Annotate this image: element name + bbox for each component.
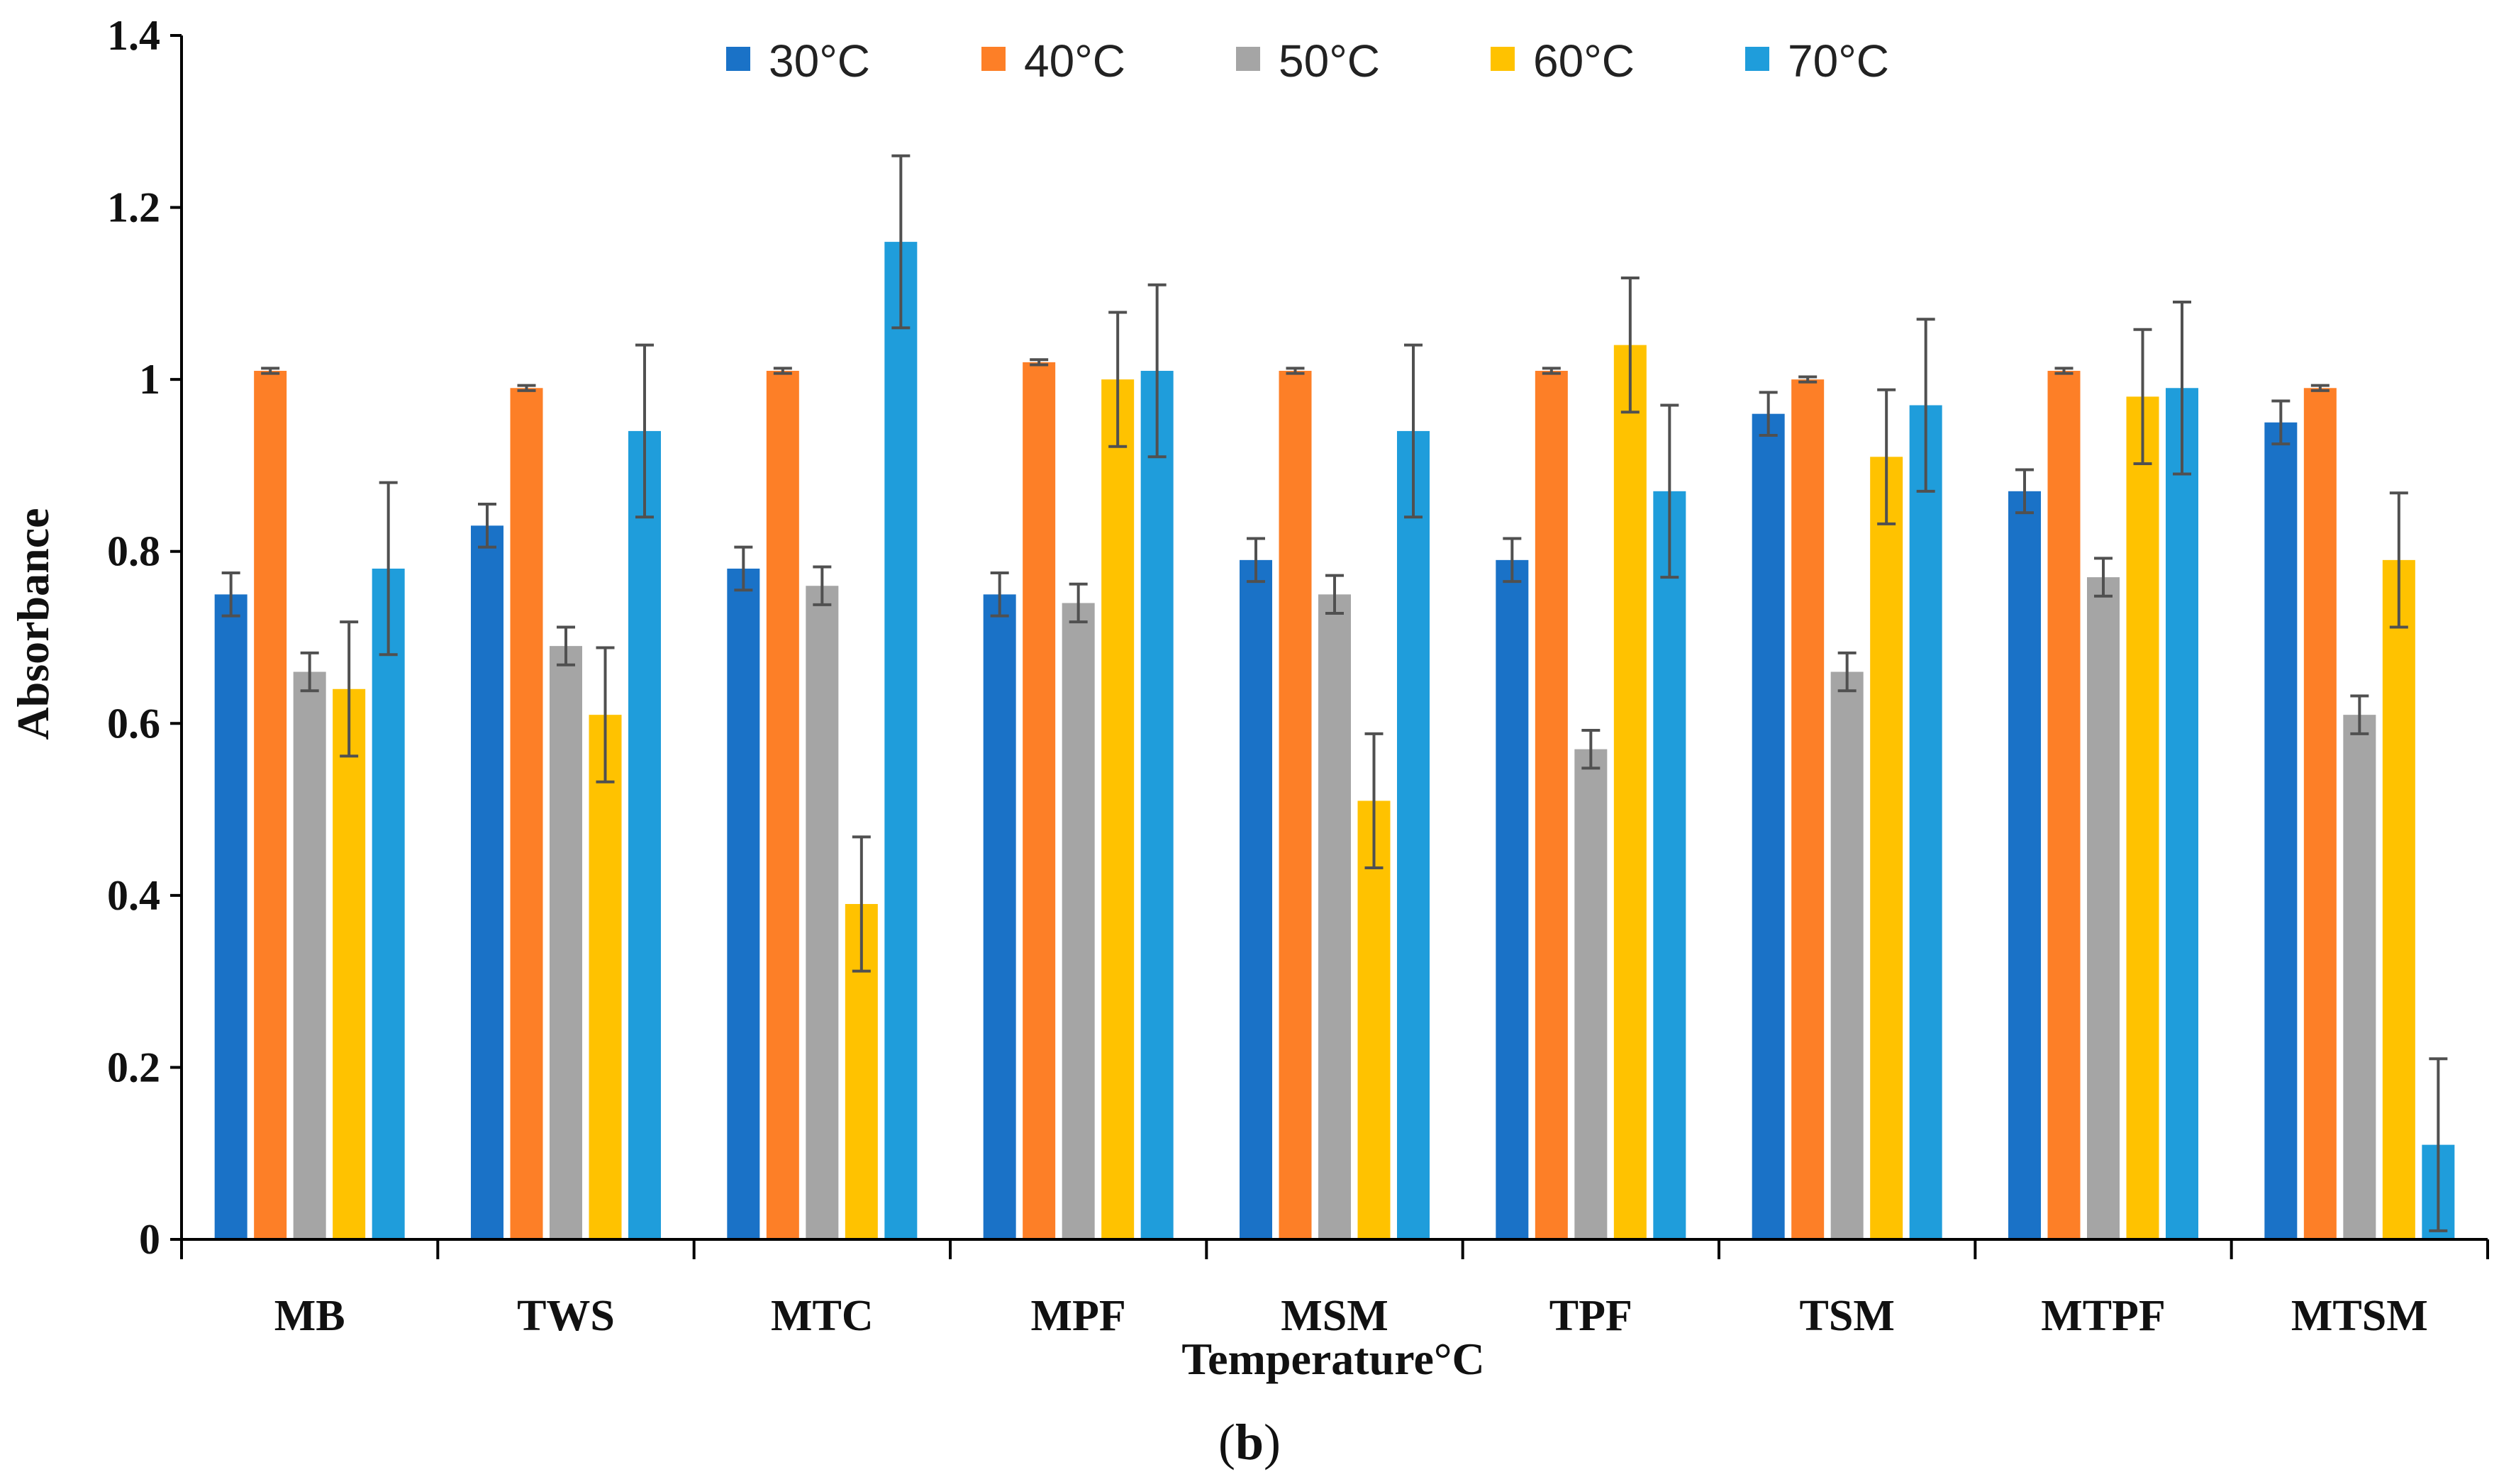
bar: [293, 671, 326, 1239]
legend-swatch: [1236, 47, 1260, 71]
bar: [471, 525, 503, 1239]
x-category-label: MSM: [1281, 1292, 1388, 1340]
legend-label: 60°C: [1533, 35, 1635, 87]
x-category-label: TWS: [517, 1292, 615, 1340]
y-tick-label: 1.2: [107, 184, 160, 231]
legend-swatch: [1745, 47, 1769, 71]
bar: [372, 568, 405, 1239]
x-ticks: MB TWS MTC MPF MSM TPF TSM MTPF MTSM: [180, 1239, 2489, 1340]
panel-label-open: (: [1218, 1414, 1235, 1471]
bar: [1496, 559, 1529, 1239]
bar: [1574, 749, 1608, 1239]
bar: [254, 371, 287, 1239]
bar: [1909, 405, 1942, 1239]
y-tick-label: 0: [139, 1216, 160, 1263]
bar: [806, 586, 839, 1239]
bar: [1535, 371, 1568, 1239]
bar: [1830, 671, 1864, 1239]
bar: [2382, 559, 2415, 1239]
x-category-label: MTSM: [2291, 1292, 2428, 1340]
bar: [1279, 371, 1312, 1239]
bar: [1653, 491, 1686, 1240]
error-bars-layer: [221, 154, 2448, 1232]
bar: [589, 715, 622, 1239]
y-ticks: 0 0.2 0.4 0.6 0.8 1 1.2 1.4: [107, 12, 182, 1263]
bar: [727, 568, 760, 1239]
x-category-label: MB: [274, 1292, 345, 1340]
panel-label-letter: b: [1235, 1414, 1264, 1471]
bar: [510, 388, 543, 1239]
bar: [1318, 594, 1351, 1239]
bar: [2264, 422, 2298, 1240]
y-tick-label: 0.4: [107, 872, 160, 919]
bar: [214, 594, 247, 1239]
bars-layer: [214, 242, 2455, 1240]
bar: [1101, 379, 1135, 1240]
bar: [628, 430, 661, 1239]
bar: [1140, 371, 1174, 1239]
bar: [1613, 345, 1647, 1240]
legend-label: 30°C: [769, 35, 870, 87]
bar: [2343, 715, 2376, 1239]
bar: [550, 646, 582, 1239]
legend-swatch: [981, 47, 1006, 71]
legend-label: 40°C: [1024, 35, 1125, 87]
y-axis-title: Absorbance: [8, 508, 58, 740]
bar: [1023, 362, 1056, 1239]
bar: [2047, 371, 2081, 1239]
x-category-label: MTPF: [2041, 1292, 2166, 1340]
y-tick-label: 0.2: [107, 1044, 160, 1090]
y-tick-label: 0.8: [107, 528, 160, 575]
bar: [1752, 413, 1785, 1239]
panel-label-close: ): [1264, 1414, 1281, 1471]
bar: [333, 688, 366, 1239]
bar: [1357, 800, 1391, 1239]
axes-layer: [180, 35, 2488, 1241]
bar: [1870, 457, 1903, 1239]
y-tick-label: 1: [139, 356, 160, 403]
x-category-label: MTC: [771, 1292, 874, 1340]
bar: [884, 242, 918, 1240]
bar: [2303, 388, 2337, 1239]
bar: [983, 594, 1016, 1239]
bar: [766, 371, 799, 1239]
bar: [1062, 603, 1095, 1239]
x-category-label: TPF: [1549, 1292, 1632, 1340]
bar: [2166, 388, 2198, 1239]
legend-label: 70°C: [1788, 35, 1889, 87]
bar: [1791, 379, 1825, 1240]
legend-swatch: [726, 47, 750, 71]
legend-swatch: [1491, 47, 1515, 71]
legend-label: 50°C: [1279, 35, 1380, 87]
x-axis-title: Temperature°C: [1181, 1334, 1484, 1384]
x-category-label: TSM: [1799, 1292, 1894, 1340]
x-category-label: MPF: [1031, 1292, 1126, 1340]
y-tick-label: 0.6: [107, 700, 160, 747]
bar: [2008, 491, 2041, 1240]
legend: 30°C 40°C 50°C 60°C 70°C: [726, 35, 1889, 87]
bar: [2087, 577, 2120, 1239]
panel-label: (b): [1218, 1414, 1281, 1471]
y-tick-label: 1.4: [107, 12, 160, 59]
bar: [1397, 430, 1430, 1239]
bar: [2126, 396, 2159, 1239]
bar: [1240, 559, 1272, 1239]
